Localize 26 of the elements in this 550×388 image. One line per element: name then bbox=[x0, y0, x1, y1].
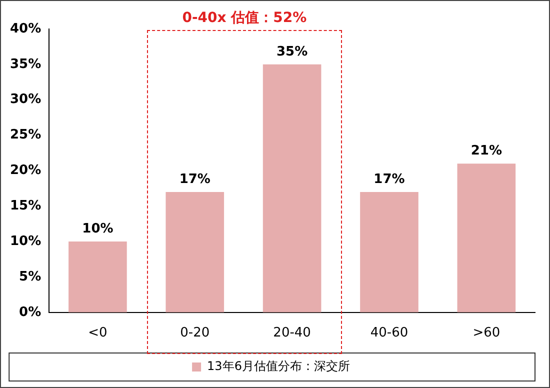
y-tick-label: 30% bbox=[10, 92, 42, 108]
legend-label: 13年6月估值分布：深交所 bbox=[207, 359, 350, 374]
text: 10% bbox=[82, 221, 114, 236]
y-tick-label: 15% bbox=[10, 198, 42, 214]
x-tick-label: 40-60 bbox=[370, 326, 408, 341]
y-tick-label: 20% bbox=[10, 163, 42, 178]
bar bbox=[262, 64, 322, 312]
y-tick-label: 40% bbox=[10, 21, 42, 36]
y-tick-label: 35% bbox=[10, 56, 42, 72]
x-tick-label: 0-20 bbox=[180, 326, 210, 341]
bar bbox=[68, 242, 127, 312]
x-tick-label: <0 bbox=[88, 326, 108, 341]
text: 21% bbox=[470, 143, 502, 158]
bar bbox=[457, 164, 516, 312]
bar bbox=[166, 192, 224, 312]
bar bbox=[360, 192, 418, 312]
x-tick-label: 20-40 bbox=[273, 326, 311, 341]
y-tick-label: 5% bbox=[19, 269, 42, 284]
text: 17% bbox=[374, 172, 405, 187]
y-tick-label: 25% bbox=[10, 128, 42, 143]
y-tick-label: 10% bbox=[10, 234, 42, 249]
text: 0-40x 估值：52% bbox=[182, 9, 307, 27]
y-tick-label: 0% bbox=[19, 304, 42, 320]
text: 17% bbox=[179, 172, 210, 187]
x-tick-label: >60 bbox=[472, 326, 500, 341]
text: 35% bbox=[276, 44, 308, 60]
